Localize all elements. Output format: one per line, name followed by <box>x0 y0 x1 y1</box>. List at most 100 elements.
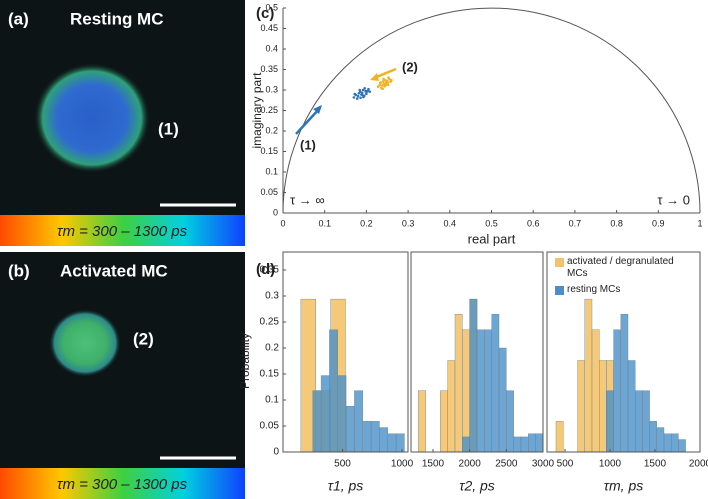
panel-label: (b) <box>8 261 30 280</box>
histogram-bar <box>337 375 347 453</box>
arrow <box>295 107 321 135</box>
y-tick-label: 0.2 <box>265 125 278 135</box>
histogram-bar <box>462 329 470 453</box>
x-tick-label: 0.1 <box>318 218 331 228</box>
histogram-bar <box>663 433 672 453</box>
x-tick-label: 0.5 <box>485 218 498 228</box>
histogram-bar <box>606 390 614 453</box>
histogram-bar <box>577 360 585 453</box>
x-tick-label: 2000 <box>689 459 708 470</box>
panel-label: (c) <box>256 5 274 22</box>
histogram-bar <box>671 433 679 453</box>
y-tick-label: 0.25 <box>260 105 278 115</box>
histogram-bar <box>484 329 492 453</box>
x-axis-label: real part <box>468 231 516 246</box>
histogram-bar <box>345 406 355 453</box>
annotation: (1) <box>300 137 316 152</box>
histogram-bar <box>591 329 600 453</box>
arrow-head <box>370 73 379 81</box>
x-tick-label: 0.7 <box>569 218 582 228</box>
histogram-bar <box>320 375 330 453</box>
scatter-point <box>382 77 385 81</box>
histogram-bar <box>312 390 322 453</box>
x-tick-label: 3000 <box>532 459 555 470</box>
scatter-point <box>378 83 382 87</box>
x-tick-label: 0.3 <box>402 218 415 228</box>
histogram-bar <box>395 433 405 453</box>
y-tick-label: 0.35 <box>260 265 280 276</box>
histogram-bar <box>379 427 388 453</box>
histogram-bar <box>447 360 456 453</box>
y-tick-label: 0.2 <box>265 343 279 354</box>
x-tick-label: 2000 <box>459 459 482 470</box>
scatter-point <box>355 97 359 100</box>
histogram-bar <box>627 360 636 453</box>
histogram-bar <box>599 360 607 453</box>
universal-semicircle <box>282 7 701 214</box>
annotation: τ → 0 <box>657 192 690 207</box>
y-tick-label: 0.05 <box>260 421 280 432</box>
scatter-point <box>352 96 356 99</box>
y-tick-label: 0.35 <box>260 64 278 74</box>
scatter-point <box>367 87 370 91</box>
scatter-point <box>378 81 382 84</box>
panel-label: (a) <box>8 9 29 28</box>
colorbar <box>0 215 245 246</box>
histogram-bar <box>513 436 522 453</box>
histogram-bar <box>528 433 536 453</box>
x-tick-label: 0 <box>280 218 285 228</box>
cell-marker: (2) <box>133 329 154 348</box>
y-tick-label: 0 <box>273 207 278 217</box>
y-tick-label: 0.15 <box>260 369 280 380</box>
x-tick-label: 0.6 <box>527 218 540 228</box>
colorbar-label: τm = 300 – 1300 ps <box>57 476 188 493</box>
scatter-point <box>386 80 389 84</box>
scatter-point <box>356 94 360 98</box>
x-tick-label: 0.8 <box>610 218 623 228</box>
scatter-point <box>381 80 385 83</box>
histogram-bar <box>506 390 514 453</box>
y-tick-label: 0 <box>273 447 279 458</box>
legend-entry: activated / degranulated MCs <box>567 256 674 279</box>
x-tick-label: 0.9 <box>652 218 665 228</box>
histogram-bar <box>362 421 372 453</box>
histogram-bar <box>642 390 650 453</box>
scatter-point <box>390 78 393 82</box>
histogram-bar <box>635 390 643 453</box>
plot-frame <box>546 251 701 453</box>
y-tick-label: 0.45 <box>260 23 278 33</box>
histogram-bar <box>329 329 338 453</box>
scatter-point <box>381 87 384 91</box>
y-tick-label: 0.4 <box>265 43 278 53</box>
y-tick-label: 0.3 <box>265 84 278 94</box>
x-tick-label: 0.4 <box>444 218 457 228</box>
x-axis-label: τ1, ps <box>328 478 364 494</box>
y-tick-label: 0.25 <box>260 317 280 328</box>
scatter-point <box>387 76 390 79</box>
histogram-bar <box>387 433 397 453</box>
scatter-point <box>359 96 362 100</box>
histogram-bar <box>440 390 448 453</box>
histogram-bar <box>520 436 529 453</box>
histogram-bar <box>656 427 665 453</box>
cell <box>49 309 121 377</box>
legend-label: resting MCs <box>567 284 621 295</box>
legend-swatch <box>555 258 564 267</box>
histogram-bar <box>370 421 380 453</box>
legend-swatch <box>555 286 564 295</box>
histogram-bar <box>469 298 478 453</box>
x-axis-label: τ2, ps <box>459 478 495 494</box>
x-tick-label: 0.2 <box>360 218 373 228</box>
x-tick-label: 1 <box>697 218 702 228</box>
histogram-bar <box>462 436 470 453</box>
arrow-head <box>313 105 322 114</box>
histogram-bar <box>491 314 500 453</box>
x-tick-label: 500 <box>557 459 574 470</box>
scatter-point <box>363 87 367 90</box>
scatter-point <box>360 93 364 97</box>
colorbar <box>0 468 245 499</box>
y-tick-label: 0.1 <box>265 395 279 406</box>
x-axis-label: τm, ps <box>604 478 643 494</box>
histogram-bar <box>678 439 686 453</box>
scatter-point <box>384 83 387 87</box>
